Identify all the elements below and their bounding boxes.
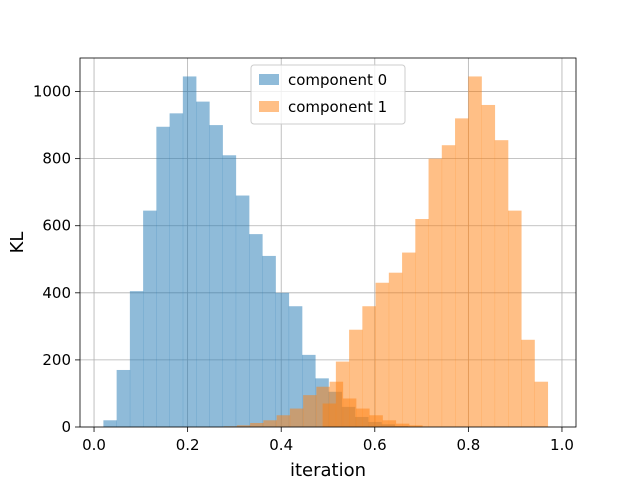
histogram-bar-series-2 [468, 76, 482, 427]
histogram-bar-series-0 [275, 292, 290, 427]
x-axis-label: iteration [290, 460, 366, 480]
histogram-bar-series-2 [415, 219, 429, 427]
histogram-bar-series-2 [455, 118, 469, 427]
legend: component 0 component 1 [250, 64, 406, 125]
histogram-bar-series-1 [236, 425, 251, 427]
histogram-bar-series-1 [263, 420, 277, 427]
legend-swatch-component-0 [259, 74, 279, 85]
histogram-bar-series-0 [169, 113, 184, 427]
histogram-bar-series-0 [288, 306, 303, 427]
histogram-bar-series-0 [156, 126, 170, 427]
histogram-bar-series-2 [441, 145, 456, 427]
histogram-bar-series-2 [481, 104, 496, 428]
histogram-bar-series-2 [335, 361, 350, 427]
y-axis-ticks: 0 200 400 600 800 1000 [33, 83, 80, 436]
histogram-bar-series-1 [303, 395, 317, 427]
y-tick-label: 400 [42, 284, 71, 302]
histogram-bar-series-1 [276, 415, 291, 427]
histogram-bar-series-0 [103, 420, 117, 427]
histogram-bar-series-2 [388, 272, 403, 427]
y-axis-label: KL [7, 232, 28, 254]
y-tick-label: 200 [42, 351, 71, 369]
histogram-bar-series-0 [116, 369, 131, 427]
histogram-bar-series-2 [508, 210, 522, 427]
histogram-bar-series-2 [322, 403, 337, 427]
histogram-bar-series-0 [196, 101, 210, 427]
x-axis-ticks: 0.0 0.2 0.4 0.6 0.8 1.0 [82, 427, 574, 454]
histogram-bar-series-0 [143, 210, 157, 427]
histogram-bar-series-0 [235, 195, 250, 427]
legend-label-component-1: component 1 [288, 98, 387, 116]
y-tick-label: 0 [61, 418, 71, 436]
histogram-bar-series-0 [129, 291, 144, 427]
histogram-bar-series-0 [249, 234, 263, 427]
legend-label-component-0: component 0 [288, 71, 387, 89]
histogram-bar-series-2 [349, 329, 363, 427]
histogram-bar-series-2 [402, 252, 416, 427]
y-tick-label: 600 [42, 217, 71, 235]
histogram-bar-series-0 [209, 125, 223, 427]
histogram-bar-series-2 [534, 381, 549, 427]
x-tick-label: 1.0 [550, 436, 574, 454]
histogram-bar-series-0 [222, 155, 237, 428]
histogram-bar-series-0 [182, 76, 197, 427]
histogram-bar-series-2 [375, 282, 390, 427]
plot-area-frame [79, 57, 577, 428]
histogram-bar-series-1 [250, 422, 264, 427]
x-tick-label: 0.8 [456, 436, 480, 454]
x-tick-label: 0.0 [82, 436, 106, 454]
y-tick-label: 800 [42, 150, 71, 168]
histogram-bar-series-2 [494, 140, 509, 427]
legend-box [250, 64, 406, 125]
legend-swatch-component-1 [259, 101, 279, 112]
y-tick-label: 1000 [33, 83, 71, 101]
x-tick-label: 0.4 [269, 436, 293, 454]
histogram-bar-series-2 [521, 339, 535, 427]
histogram-bar-series-0 [262, 255, 276, 427]
histogram-bars [103, 76, 556, 428]
histogram-bar-series-2 [428, 158, 443, 428]
x-tick-label: 0.6 [363, 436, 387, 454]
x-tick-label: 0.2 [176, 436, 200, 454]
histogram-bar-series-2 [362, 306, 376, 427]
histogram-bar-series-1 [289, 408, 304, 427]
